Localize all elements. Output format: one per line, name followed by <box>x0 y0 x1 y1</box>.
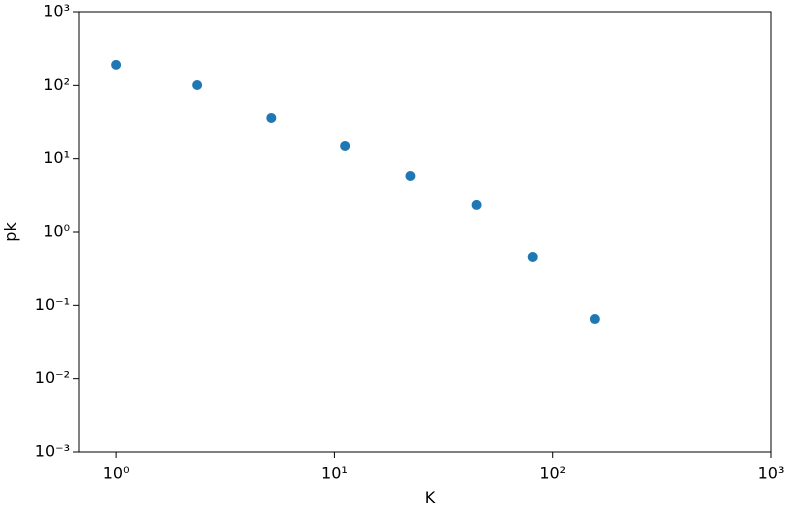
y-tick-label: 10³ <box>43 2 70 21</box>
x-tick-label: 10⁰ <box>103 464 130 483</box>
point <box>266 112 277 123</box>
plot-frame <box>78 11 772 453</box>
x-axis-label: K <box>425 488 436 507</box>
x-tick-label: 10² <box>539 464 566 483</box>
point <box>527 252 538 263</box>
point <box>589 314 600 325</box>
y-tick-label: 10² <box>43 75 70 94</box>
y-tick-label: 10⁻¹ <box>35 295 70 314</box>
x-tick-label: 10¹ <box>321 464 348 483</box>
point <box>192 80 203 91</box>
x-tick-label: 10³ <box>758 464 785 483</box>
y-tick-label: 10¹ <box>43 148 70 167</box>
point <box>111 59 122 70</box>
y-tick-label: 10⁻² <box>35 368 70 387</box>
y-tick-label: 10⁻³ <box>35 442 70 461</box>
y-tick-label: 10⁰ <box>43 222 70 241</box>
point <box>405 171 416 182</box>
point <box>471 199 482 210</box>
y-axis-label: pk <box>1 222 20 242</box>
point <box>340 140 351 151</box>
